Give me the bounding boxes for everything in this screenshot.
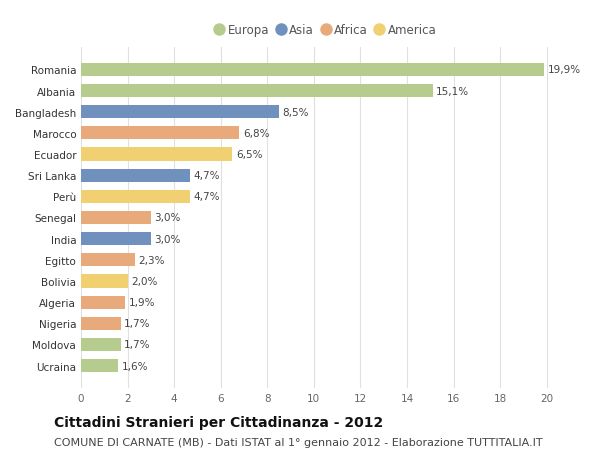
Text: Cittadini Stranieri per Cittadinanza - 2012: Cittadini Stranieri per Cittadinanza - 2…	[54, 415, 383, 429]
Text: 3,0%: 3,0%	[154, 213, 181, 223]
Text: 19,9%: 19,9%	[548, 65, 581, 75]
Text: 1,7%: 1,7%	[124, 340, 151, 350]
Text: 8,5%: 8,5%	[283, 107, 309, 118]
Bar	[81, 275, 128, 288]
Text: 15,1%: 15,1%	[436, 86, 469, 96]
Text: 2,3%: 2,3%	[138, 255, 164, 265]
Bar	[81, 254, 134, 267]
Text: 1,9%: 1,9%	[129, 297, 155, 308]
Bar	[81, 127, 239, 140]
Text: 1,6%: 1,6%	[122, 361, 148, 371]
Bar	[81, 148, 232, 161]
Bar	[81, 85, 433, 98]
Bar	[81, 212, 151, 224]
Bar	[81, 359, 118, 372]
Bar	[81, 106, 279, 119]
Bar	[81, 338, 121, 351]
Bar	[81, 64, 544, 77]
Text: 1,7%: 1,7%	[124, 319, 151, 329]
Text: 6,8%: 6,8%	[243, 129, 269, 139]
Legend: Europa, Asia, Africa, America: Europa, Asia, Africa, America	[212, 22, 439, 39]
Text: 6,5%: 6,5%	[236, 150, 262, 160]
Text: 4,7%: 4,7%	[194, 171, 220, 181]
Text: 2,0%: 2,0%	[131, 276, 157, 286]
Bar	[81, 169, 190, 182]
Bar	[81, 317, 121, 330]
Bar	[81, 233, 151, 246]
Text: 4,7%: 4,7%	[194, 192, 220, 202]
Bar	[81, 190, 190, 203]
Bar	[81, 296, 125, 309]
Text: 3,0%: 3,0%	[154, 234, 181, 244]
Text: COMUNE DI CARNATE (MB) - Dati ISTAT al 1° gennaio 2012 - Elaborazione TUTTITALIA: COMUNE DI CARNATE (MB) - Dati ISTAT al 1…	[54, 437, 542, 447]
